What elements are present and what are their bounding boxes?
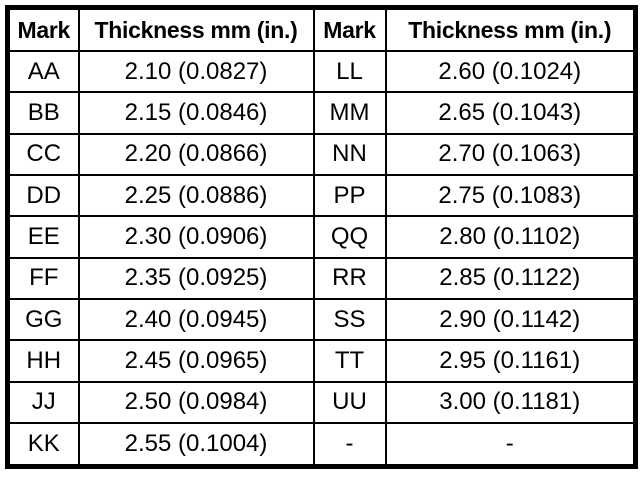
- header-thickness-left: Thickness mm (in.): [77, 6, 315, 52]
- thickness-cell: 2.40 (0.0945): [77, 297, 315, 342]
- thickness-cell: -: [384, 421, 637, 468]
- mark-cell: -: [312, 421, 387, 468]
- mark-cell: BB: [6, 91, 80, 135]
- thickness-cell: 2.65 (0.1043): [384, 91, 637, 135]
- thickness-cell: 2.25 (0.0886): [77, 173, 315, 218]
- table-row: GG 2.40 (0.0945) SS 2.90 (0.1142): [6, 297, 637, 342]
- table-row: FF 2.35 (0.0925) RR 2.85 (0.1122): [6, 256, 637, 300]
- mark-cell: NN: [312, 132, 387, 176]
- table-row: CC 2.20 (0.0866) NN 2.70 (0.1063): [6, 132, 637, 176]
- mark-cell: SS: [312, 297, 387, 342]
- mark-cell: KK: [6, 421, 80, 468]
- thickness-cell: 2.60 (0.1024): [384, 49, 637, 94]
- header-thickness-right: Thickness mm (in.): [384, 6, 637, 52]
- thickness-cell: 2.10 (0.0827): [77, 49, 315, 94]
- table-row: JJ 2.50 (0.0984) UU 3.00 (0.1181): [6, 380, 637, 424]
- thickness-cell: 2.15 (0.0846): [77, 91, 315, 135]
- mark-cell: UU: [312, 380, 387, 424]
- mark-cell: MM: [312, 91, 387, 135]
- table-row: HH 2.45 (0.0965) TT 2.95 (0.1161): [6, 339, 637, 383]
- thickness-cell: 2.95 (0.1161): [384, 339, 637, 383]
- thickness-cell: 2.70 (0.1063): [384, 132, 637, 176]
- thickness-mark-table: Mark Thickness mm (in.) Mark Thickness m…: [5, 5, 638, 469]
- mark-cell: RR: [312, 256, 387, 300]
- mark-cell: LL: [312, 49, 387, 94]
- table-row: BB 2.15 (0.0846) MM 2.65 (0.1043): [6, 91, 637, 135]
- mark-cell: FF: [6, 256, 80, 300]
- mark-cell: QQ: [312, 215, 387, 259]
- thickness-cell: 2.90 (0.1142): [384, 297, 637, 342]
- thickness-cell: 3.00 (0.1181): [384, 380, 637, 424]
- mark-cell: TT: [312, 339, 387, 383]
- mark-cell: CC: [6, 132, 80, 176]
- mark-cell: HH: [6, 339, 80, 383]
- thickness-cell: 2.80 (0.1102): [384, 215, 637, 259]
- mark-cell: GG: [6, 297, 80, 342]
- header-mark-right: Mark: [312, 6, 387, 52]
- thickness-cell: 2.75 (0.1083): [384, 173, 637, 218]
- thickness-cell: 2.55 (0.1004): [77, 421, 315, 468]
- mark-cell: PP: [312, 173, 387, 218]
- mark-cell: AA: [6, 49, 80, 94]
- thickness-cell: 2.20 (0.0866): [77, 132, 315, 176]
- table-row: AA 2.10 (0.0827) LL 2.60 (0.1024): [6, 49, 637, 94]
- thickness-cell: 2.45 (0.0965): [77, 339, 315, 383]
- thickness-cell: 2.35 (0.0925): [77, 256, 315, 300]
- header-row: Mark Thickness mm (in.) Mark Thickness m…: [6, 6, 637, 52]
- table-row: EE 2.30 (0.0906) QQ 2.80 (0.1102): [6, 215, 637, 259]
- mark-cell: DD: [6, 173, 80, 218]
- table-row: DD 2.25 (0.0886) PP 2.75 (0.1083): [6, 173, 637, 218]
- mark-cell: JJ: [6, 380, 80, 424]
- thickness-cell: 2.85 (0.1122): [384, 256, 637, 300]
- header-mark-left: Mark: [6, 6, 80, 52]
- thickness-cell: 2.30 (0.0906): [77, 215, 315, 259]
- table-row: KK 2.55 (0.1004) - -: [6, 421, 637, 468]
- mark-cell: EE: [6, 215, 80, 259]
- thickness-cell: 2.50 (0.0984): [77, 380, 315, 424]
